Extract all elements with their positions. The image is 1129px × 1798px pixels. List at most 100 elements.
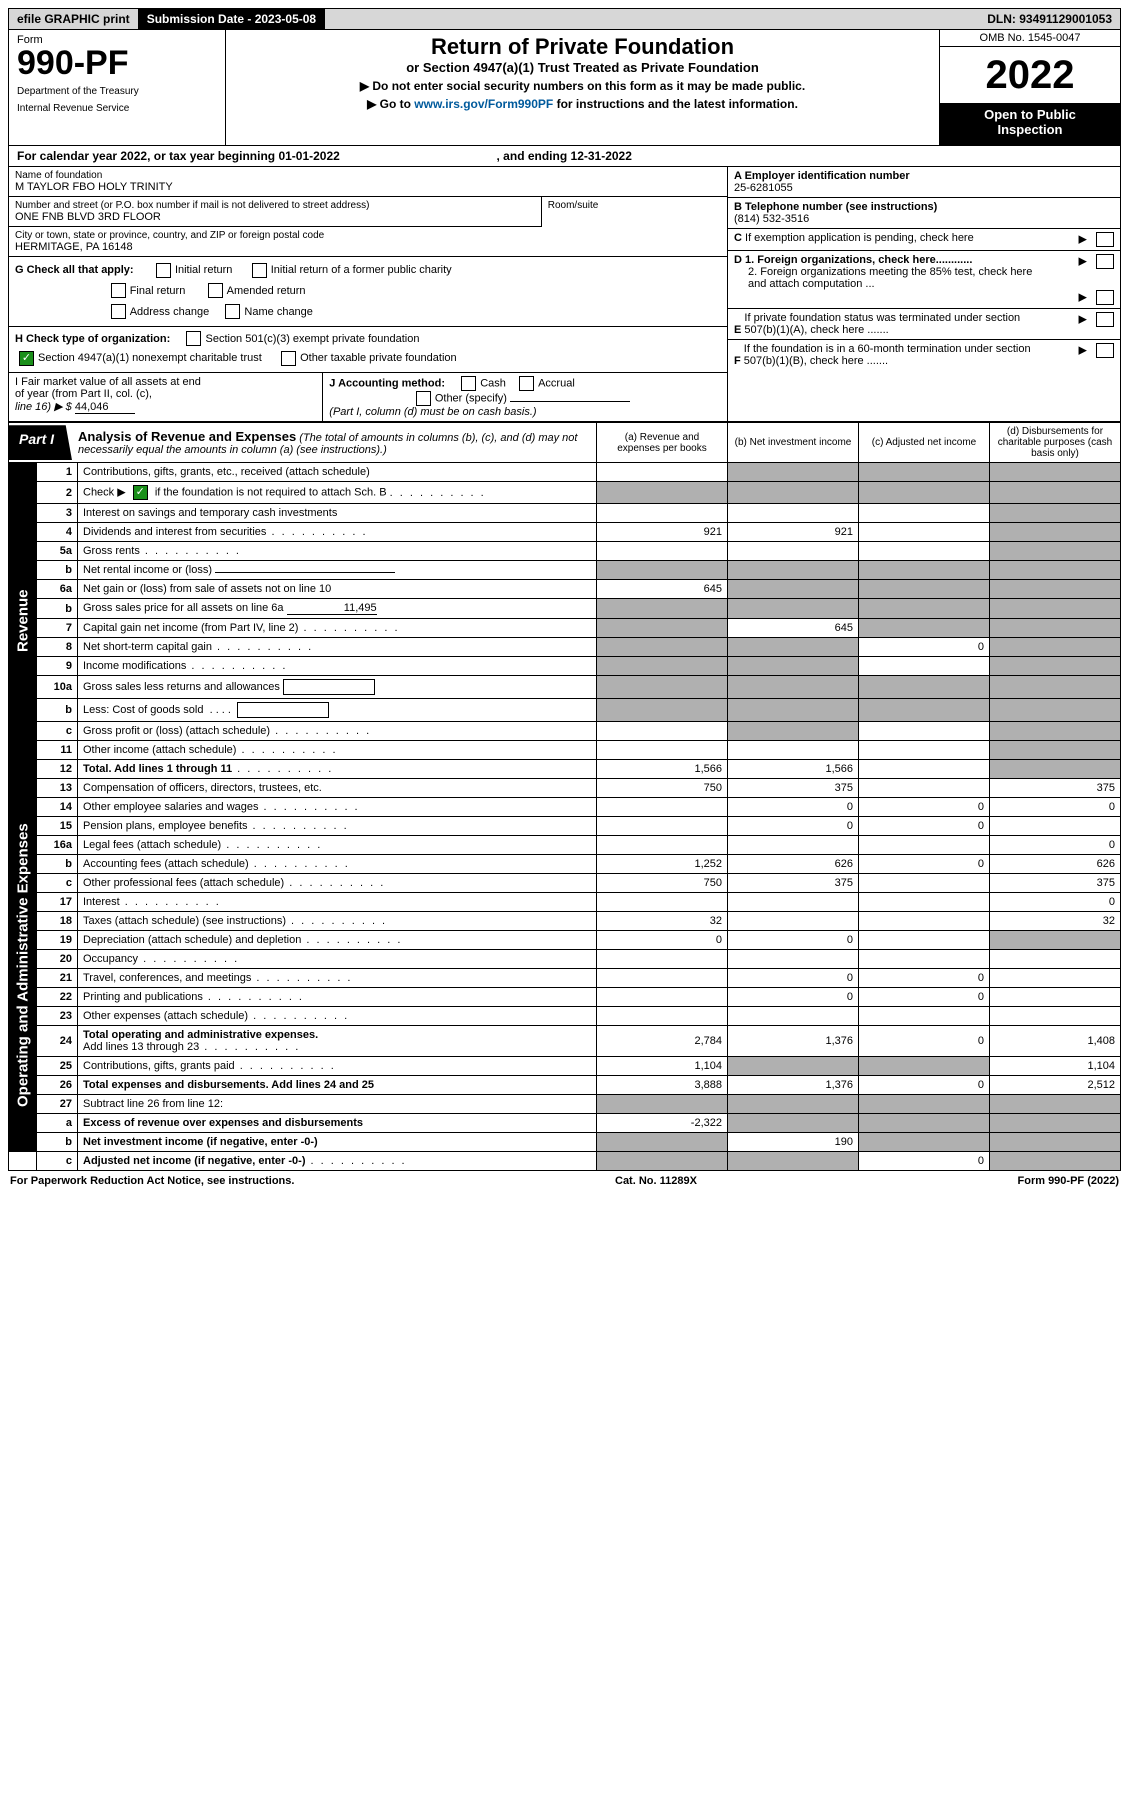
g-label: G Check all that apply: xyxy=(15,264,134,276)
chk-d2[interactable] xyxy=(1096,290,1114,305)
name-label: Name of foundation xyxy=(15,170,721,181)
col-a-header: (a) Revenue and expenses per books xyxy=(597,423,728,463)
header-right: OMB No. 1545-0047 2022 Open to Public In… xyxy=(939,30,1120,145)
chk-4947[interactable] xyxy=(19,351,34,366)
row-4: Dividends and interest from securities xyxy=(78,523,597,542)
row-16a: Legal fees (attach schedule) xyxy=(78,836,597,855)
row-1: Contributions, gifts, grants, etc., rece… xyxy=(78,463,597,482)
row-6b: Gross sales price for all assets on line… xyxy=(78,599,597,619)
irs-label: Internal Revenue Service xyxy=(17,103,217,114)
goto-note: ▶ Go to www.irs.gov/Form990PF for instru… xyxy=(234,97,931,111)
row-14: Other employee salaries and wages xyxy=(78,798,597,817)
i-label-3: line 16) ▶ $ xyxy=(15,401,72,413)
dept-treasury: Department of the Treasury xyxy=(17,86,217,97)
ssn-note: ▶ Do not enter social security numbers o… xyxy=(234,79,931,93)
phone-label: B Telephone number (see instructions) xyxy=(734,201,937,213)
row-18: Taxes (attach schedule) (see instruction… xyxy=(78,912,597,931)
col-c-header: (c) Adjusted net income xyxy=(859,423,990,463)
chk-other-taxable[interactable] xyxy=(281,351,296,366)
col-b-header: (b) Net investment income xyxy=(728,423,859,463)
row-13: Compensation of officers, directors, tru… xyxy=(78,779,597,798)
footer-left: For Paperwork Reduction Act Notice, see … xyxy=(10,1175,294,1187)
info-left: Name of foundation M TAYLOR FBO HOLY TRI… xyxy=(9,167,727,421)
chk-e[interactable] xyxy=(1096,312,1114,327)
i-label-1: I Fair market value of all assets at end xyxy=(15,376,201,388)
part1-table: Part I Analysis of Revenue and Expenses … xyxy=(8,422,1121,1171)
row-16b: Accounting fees (attach schedule) xyxy=(78,855,597,874)
opex-side-label: Operating and Administrative Expenses xyxy=(9,779,37,1152)
chk-f[interactable] xyxy=(1096,343,1114,358)
ein-label: A Employer identification number xyxy=(734,170,910,182)
chk-amended-return[interactable] xyxy=(208,283,223,298)
row-7: Capital gain net income (from Part IV, l… xyxy=(78,619,597,638)
city-value: HERMITAGE, PA 16148 xyxy=(15,241,721,253)
chk-other-method[interactable] xyxy=(416,391,431,406)
chk-name-change[interactable] xyxy=(225,304,240,319)
row-10b: Less: Cost of goods sold . . . . xyxy=(78,699,597,722)
h-label: H Check type of organization: xyxy=(15,333,170,345)
row-27a: Excess of revenue over expenses and disb… xyxy=(78,1114,597,1133)
row-15: Pension plans, employee benefits xyxy=(78,817,597,836)
c-label: If exemption application is pending, che… xyxy=(745,232,974,244)
row-23: Other expenses (attach schedule) xyxy=(78,1007,597,1026)
row-19: Depreciation (attach schedule) and deple… xyxy=(78,931,597,950)
fmv-value: 44,046 xyxy=(75,401,135,414)
row-10c: Gross profit or (loss) (attach schedule) xyxy=(78,722,597,741)
chk-initial-former[interactable] xyxy=(252,263,267,278)
omb-number: OMB No. 1545-0047 xyxy=(940,30,1120,47)
row-3: Interest on savings and temporary cash i… xyxy=(78,504,597,523)
footer-form: Form 990-PF (2022) xyxy=(1018,1175,1120,1187)
chk-initial-return[interactable] xyxy=(156,263,171,278)
chk-501c3[interactable] xyxy=(186,331,201,346)
row-5b: Net rental income or (loss) xyxy=(78,561,597,580)
row-9: Income modifications xyxy=(78,657,597,676)
chk-sch-b[interactable] xyxy=(133,485,148,500)
form-header: Form 990-PF Department of the Treasury I… xyxy=(8,30,1121,146)
address-value: ONE FNB BLVD 3RD FLOOR xyxy=(15,211,535,223)
header-left: Form 990-PF Department of the Treasury I… xyxy=(9,30,226,145)
revenue-side-label: Revenue xyxy=(9,463,37,779)
info-right: A Employer identification number 25-6281… xyxy=(727,167,1120,421)
part1-desc: Analysis of Revenue and Expenses (The to… xyxy=(72,425,596,460)
address-label: Number and street (or P.O. box number if… xyxy=(15,200,535,211)
row-11: Other income (attach schedule) xyxy=(78,741,597,760)
row-27b: Net investment income (if negative, ente… xyxy=(78,1133,597,1152)
chk-c[interactable] xyxy=(1096,232,1114,247)
chk-address-change[interactable] xyxy=(111,304,126,319)
calendar-year-row: For calendar year 2022, or tax year begi… xyxy=(8,146,1121,167)
form-subtitle: or Section 4947(a)(1) Trust Treated as P… xyxy=(234,60,931,75)
chk-final-return[interactable] xyxy=(111,283,126,298)
row-2: Check ▶ if the foundation is not require… xyxy=(78,482,597,504)
e-label: If private foundation status was termina… xyxy=(744,312,1044,336)
submission-date: Submission Date - 2023-05-08 xyxy=(139,9,325,29)
row-26: Total expenses and disbursements. Add li… xyxy=(78,1076,597,1095)
row-6a: Net gain or (loss) from sale of assets n… xyxy=(78,580,597,599)
row-20: Occupancy xyxy=(78,950,597,969)
row-5a: Gross rents xyxy=(78,542,597,561)
efile-top-bar: efile GRAPHIC print Submission Date - 20… xyxy=(8,8,1121,30)
row-24: Total operating and administrative expen… xyxy=(78,1026,597,1057)
chk-accrual[interactable] xyxy=(519,376,534,391)
row-21: Travel, conferences, and meetings xyxy=(78,969,597,988)
part1-label: Part I xyxy=(9,425,72,460)
row-10a: Gross sales less returns and allowances xyxy=(78,676,597,699)
f-label: If the foundation is in a 60-month termi… xyxy=(744,343,1044,367)
dln: DLN: 93491129001053 xyxy=(979,9,1120,29)
city-label: City or town, state or province, country… xyxy=(15,230,721,241)
foundation-name: M TAYLOR FBO HOLY TRINITY xyxy=(15,181,721,193)
row-17: Interest xyxy=(78,893,597,912)
d2-label: 2. Foreign organizations meeting the 85%… xyxy=(734,266,1048,290)
row-12: Total. Add lines 1 through 11 xyxy=(78,760,597,779)
chk-d1[interactable] xyxy=(1096,254,1114,269)
form-link[interactable]: www.irs.gov/Form990PF xyxy=(414,97,553,111)
efile-label: efile GRAPHIC print xyxy=(9,9,139,29)
form-title: Return of Private Foundation xyxy=(234,34,931,60)
tax-year: 2022 xyxy=(940,47,1120,103)
phone-value: (814) 532-3516 xyxy=(734,213,809,225)
i-label-2: of year (from Part II, col. (c), xyxy=(15,388,152,400)
row-22: Printing and publications xyxy=(78,988,597,1007)
info-grid: Name of foundation M TAYLOR FBO HOLY TRI… xyxy=(8,167,1121,422)
form-number: 990-PF xyxy=(17,46,217,80)
chk-cash[interactable] xyxy=(461,376,476,391)
footer: For Paperwork Reduction Act Notice, see … xyxy=(8,1171,1121,1187)
